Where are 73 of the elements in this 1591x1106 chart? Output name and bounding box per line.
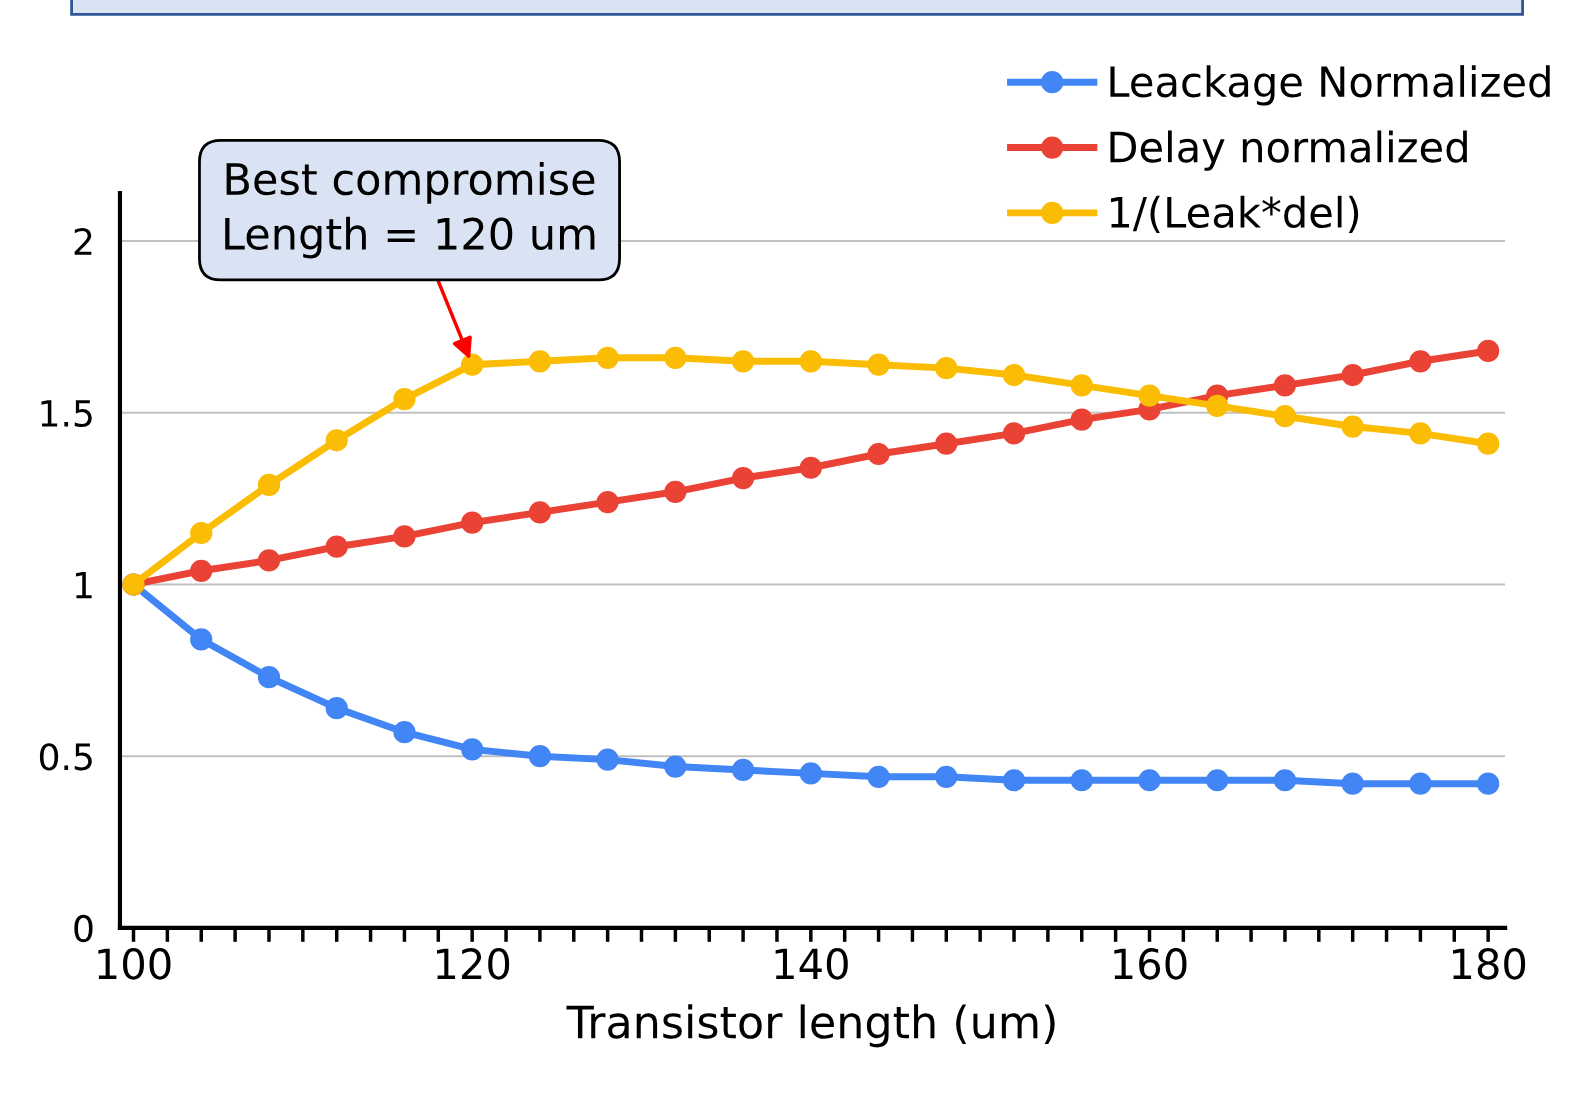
x-tick-label: 140 bbox=[775, 948, 848, 980]
point bbox=[935, 357, 958, 380]
point bbox=[257, 666, 281, 689]
point bbox=[731, 350, 755, 373]
y-tick-label: 2 bbox=[74, 228, 92, 255]
point bbox=[325, 429, 348, 452]
point bbox=[731, 758, 755, 782]
point bbox=[461, 353, 484, 376]
point bbox=[461, 511, 484, 534]
point bbox=[664, 480, 687, 503]
point bbox=[1070, 408, 1093, 431]
point bbox=[731, 466, 755, 490]
point bbox=[190, 559, 213, 582]
point bbox=[393, 525, 416, 548]
point bbox=[190, 628, 213, 651]
y-tick-label: 0.5 bbox=[39, 743, 92, 771]
point bbox=[935, 765, 958, 788]
point bbox=[1070, 374, 1093, 397]
point bbox=[1341, 363, 1364, 387]
point bbox=[799, 350, 822, 373]
point bbox=[1002, 769, 1026, 792]
point bbox=[1138, 384, 1161, 407]
point bbox=[1409, 422, 1432, 445]
point bbox=[1477, 339, 1500, 363]
point bbox=[596, 748, 619, 771]
point bbox=[664, 755, 687, 778]
legend-label: Delay normalized bbox=[1110, 130, 1467, 171]
point bbox=[1273, 374, 1297, 397]
legend-label: Leackage Normalized bbox=[1110, 65, 1550, 106]
point bbox=[935, 432, 958, 455]
point bbox=[190, 521, 213, 545]
point bbox=[257, 473, 281, 497]
x-tick-label: 120 bbox=[436, 948, 510, 980]
point bbox=[393, 387, 416, 411]
point bbox=[528, 745, 552, 768]
point bbox=[867, 765, 890, 788]
point bbox=[664, 346, 687, 369]
x-tick-label: 180 bbox=[1452, 948, 1526, 980]
point bbox=[528, 350, 552, 373]
point bbox=[1477, 772, 1500, 795]
x-tick-label: 160 bbox=[1114, 948, 1187, 980]
point bbox=[1409, 350, 1432, 373]
point bbox=[799, 456, 822, 479]
point bbox=[1273, 405, 1297, 428]
point bbox=[1341, 772, 1364, 795]
annotation: Best compromise Length = 120 um bbox=[225, 161, 595, 259]
point bbox=[461, 738, 484, 761]
point bbox=[1138, 769, 1161, 792]
y-tick-label: 0 bbox=[74, 914, 93, 943]
point bbox=[257, 549, 281, 572]
point bbox=[325, 535, 348, 558]
point bbox=[1070, 769, 1093, 792]
x-tick-label: 100 bbox=[98, 948, 171, 980]
y-tick-label: 1.5 bbox=[41, 400, 92, 428]
point bbox=[596, 490, 619, 514]
point bbox=[393, 721, 416, 744]
point bbox=[867, 442, 890, 466]
y-tick-label: 1 bbox=[75, 571, 92, 599]
point bbox=[1341, 415, 1364, 438]
point bbox=[1002, 363, 1026, 387]
legend-label: 1/(Leak*del) bbox=[1110, 195, 1359, 233]
point bbox=[867, 353, 890, 376]
point bbox=[1206, 394, 1229, 418]
point bbox=[1206, 769, 1229, 792]
x-axis-title: Transistor length (um) bbox=[566, 1004, 1055, 1048]
point bbox=[325, 697, 348, 720]
point bbox=[1409, 772, 1432, 795]
point bbox=[799, 762, 822, 785]
point bbox=[1477, 432, 1500, 455]
point bbox=[1002, 422, 1026, 445]
point bbox=[596, 346, 619, 369]
point bbox=[1273, 769, 1297, 792]
point bbox=[528, 501, 552, 524]
